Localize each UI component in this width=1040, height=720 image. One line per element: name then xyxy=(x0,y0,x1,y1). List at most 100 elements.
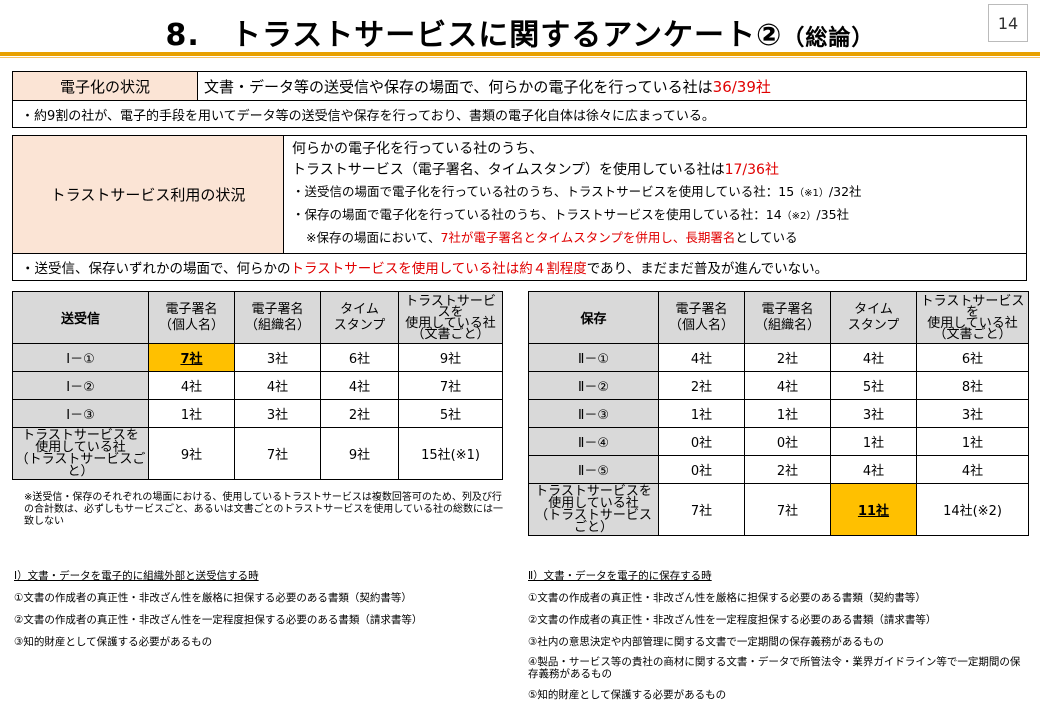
table-cell: 5社 xyxy=(830,371,917,400)
list-heading: Ⅱ）文書・データを電子的に保存する時 xyxy=(528,570,712,582)
trust-line-4: ・保存の場面で電子化を行っている社のうち、トラストサービスを使用している社：14… xyxy=(292,207,850,222)
trust-line-5: ※保存の場面において、7社が電子署名とタイムスタンプを併用し、長期署名としている xyxy=(306,230,798,245)
send-table-header-row: 送受信 電子署名 （個人名） 電子署名 （組織名） タイム スタンプ トラストサービス… xyxy=(12,291,503,344)
table-cell: 14社(※2) xyxy=(916,483,1029,536)
digitization-status-value: 36/39社 xyxy=(712,77,771,96)
table-cell: 9社 xyxy=(148,427,235,480)
table-cell: 7社 xyxy=(744,483,831,536)
send-table-title: 送受信 xyxy=(12,291,149,344)
table-cell: 6社 xyxy=(320,343,399,372)
table-cell: 3社 xyxy=(830,399,917,428)
table-cell: 1社 xyxy=(916,427,1029,456)
row-label: Ⅰ－① xyxy=(12,343,149,372)
table-cell: 4社 xyxy=(916,455,1029,484)
table-cell: 4社 xyxy=(830,455,917,484)
store-col-per-document: トラストサービスを 使用している社 （文書ごと） xyxy=(916,291,1029,344)
send-receive-category-list: Ⅰ）文書・データを電子的に組織外部と送受信する時 ①文書の作成者の真正性・非改ざ… xyxy=(14,568,514,656)
table-cell: 4社 xyxy=(234,371,321,400)
page-title-main: 8. トラストサービスに関するアンケート② xyxy=(165,18,783,53)
table-cell: 3社 xyxy=(234,399,321,428)
table-row: Ⅱ－④ 0社 0社 1社 1社 xyxy=(528,427,1029,456)
trust-line-1: 何らかの電子化を行っている社のうち、 xyxy=(292,141,544,157)
row-label: Ⅰ－③ xyxy=(12,399,149,428)
table-cell: 4社 xyxy=(148,371,235,400)
table-row: Ⅱ－② 2社 4社 5社 8社 xyxy=(528,371,1029,400)
trust-service-status-text: 何らかの電子化を行っている社のうち、 トラストサービス（電子署名、タイムスタンプ… xyxy=(283,135,1027,254)
table-cell: 5社 xyxy=(398,399,503,428)
row-label: Ⅱ－④ xyxy=(528,427,659,456)
digitization-status-label: 電子化の状況 xyxy=(12,71,198,101)
table-cell: 2社 xyxy=(744,455,831,484)
storage-table: 保存 電子署名 （個人名） 電子署名 （組織名） タイム スタンプ トラストサービスを… xyxy=(528,291,1029,536)
table-cell: 1社 xyxy=(744,399,831,428)
list-item: ③知的財産として保護する必要があるもの xyxy=(14,636,213,648)
table-cell: 0社 xyxy=(744,427,831,456)
table-row: Ⅱ－⑤ 0社 2社 4社 4社 xyxy=(528,455,1029,484)
table-cell: 4社 xyxy=(658,343,745,372)
send-col-per-document: トラストサービスを 使用している社 （文書ごと） xyxy=(398,291,503,344)
table-cell: 7社 xyxy=(234,427,321,480)
trust-line-3: ・送受信の場面で電子化を行っている社のうち、トラストサービスを使用している社：1… xyxy=(292,184,862,199)
table-row: Ⅱ－③ 1社 1社 3社 3社 xyxy=(528,399,1029,428)
table-cell: 4社 xyxy=(744,371,831,400)
trust-service-status-label: トラストサービス利用の状況 xyxy=(12,135,284,254)
digitization-status-note: ・約9割の社が、電子的手段を用いてデータ等の送受信や保存を行っており、書類の電子… xyxy=(12,100,1027,128)
list-item: ③社内の意思決定や内部管理に関する文書で一定期間の保存義務があるもの xyxy=(528,636,884,648)
trust-line-2: トラストサービス（電子署名、タイムスタンプ）を使用している社は17/36社 xyxy=(292,162,779,178)
table-row: Ⅱ－① 4社 2社 4社 6社 xyxy=(528,343,1029,372)
row-label: Ⅱ－② xyxy=(528,371,659,400)
store-table-title: 保存 xyxy=(528,291,659,344)
highlight-cell: 11社 xyxy=(830,483,917,536)
table-cell: 8社 xyxy=(916,371,1029,400)
page-number: 14 xyxy=(988,4,1028,42)
table-cell: 1社 xyxy=(658,399,745,428)
trust-usage-value: 17/36社 xyxy=(724,162,779,178)
table-row: Ⅰ－② 4社 4社 4社 7社 xyxy=(12,371,503,400)
list-item: ④製品・サービス等の貴社の商材に関する文書・データで所管法令・業界ガイドライン等… xyxy=(528,656,1021,680)
table-cell: 2社 xyxy=(320,399,399,428)
table-cell: 15社(※1) xyxy=(398,427,503,480)
table-cell: 1社 xyxy=(830,427,917,456)
table-footnote: ※送受信・保存のそれぞれの場面における、使用しているトラストサービスは複数回答可… xyxy=(24,492,503,527)
digitization-status-sentence: 文書・データ等の送受信や保存の場面で、何らかの電子化を行っている社は xyxy=(204,77,713,96)
digitization-status-text: 文書・データ等の送受信や保存の場面で、何らかの電子化を行っている社は 36/39社 xyxy=(197,71,1027,101)
table-cell: 0社 xyxy=(658,455,745,484)
title-rule-thin xyxy=(0,57,1040,58)
table-cell: 7社 xyxy=(658,483,745,536)
row-label: Ⅱ－① xyxy=(528,343,659,372)
row-label: Ⅱ－③ xyxy=(528,399,659,428)
table-cell: 3社 xyxy=(234,343,321,372)
table-cell: 2社 xyxy=(744,343,831,372)
storage-category-list: Ⅱ）文書・データを電子的に保存する時 ①文書の作成者の真正性・非改ざん性を厳格に… xyxy=(528,568,1028,709)
send-col-personal-sig: 電子署名 （個人名） xyxy=(148,291,235,344)
list-item: ①文書の作成者の真正性・非改ざん性を厳格に担保する必要のある書類（契約書等） xyxy=(14,592,412,604)
table-cell: 6社 xyxy=(916,343,1029,372)
table-cell: 1社 xyxy=(148,399,235,428)
send-col-timestamp: タイム スタンプ xyxy=(320,291,399,344)
page-title-sub: （総論） xyxy=(782,26,875,51)
store-col-personal-sig: 電子署名 （個人名） xyxy=(658,291,745,344)
send-receive-table: 送受信 電子署名 （個人名） 電子署名 （組織名） タイム スタンプ トラストサービス… xyxy=(12,291,503,480)
list-item: ⑤知的財産として保護する必要があるもの xyxy=(528,689,727,701)
list-item: ②文書の作成者の真正性・非改ざん性を一定程度担保する必要のある書類（請求書等） xyxy=(528,614,937,626)
table-cell: 4社 xyxy=(320,371,399,400)
table-cell: 4社 xyxy=(830,343,917,372)
store-col-timestamp: タイム スタンプ xyxy=(830,291,917,344)
row-label: Ⅱ－⑤ xyxy=(528,455,659,484)
table-cell: 0社 xyxy=(658,427,745,456)
trust-service-note: ・送受信、保存いずれかの場面で、何らかの トラストサービスを使用している社は約４割… xyxy=(12,253,1027,281)
table-row: Ⅰ－① 7社 3社 6社 9社 xyxy=(12,343,503,372)
page-title: 8. トラストサービスに関するアンケート②（総論） xyxy=(140,10,900,54)
table-row: Ⅰ－③ 1社 3社 2社 5社 xyxy=(12,399,503,428)
table-cell: 9社 xyxy=(320,427,399,480)
store-table-header-row: 保存 電子署名 （個人名） 電子署名 （組織名） タイム スタンプ トラストサービスを… xyxy=(528,291,1029,344)
total-row: トラストサービスを 使用している社 （トラストサービスごと） 7社 7社 11社 1… xyxy=(528,483,1029,536)
row-label: Ⅰ－② xyxy=(12,371,149,400)
title-rule xyxy=(0,52,1040,56)
list-item: ①文書の作成者の真正性・非改ざん性を厳格に担保する必要のある書類（契約書等） xyxy=(528,592,926,604)
highlight-cell: 7社 xyxy=(148,343,235,372)
store-col-org-sig: 電子署名 （組織名） xyxy=(744,291,831,344)
total-row-label: トラストサービスを 使用している社 （トラストサービスごと） xyxy=(528,483,659,536)
table-cell: 2社 xyxy=(658,371,745,400)
table-cell: 3社 xyxy=(916,399,1029,428)
